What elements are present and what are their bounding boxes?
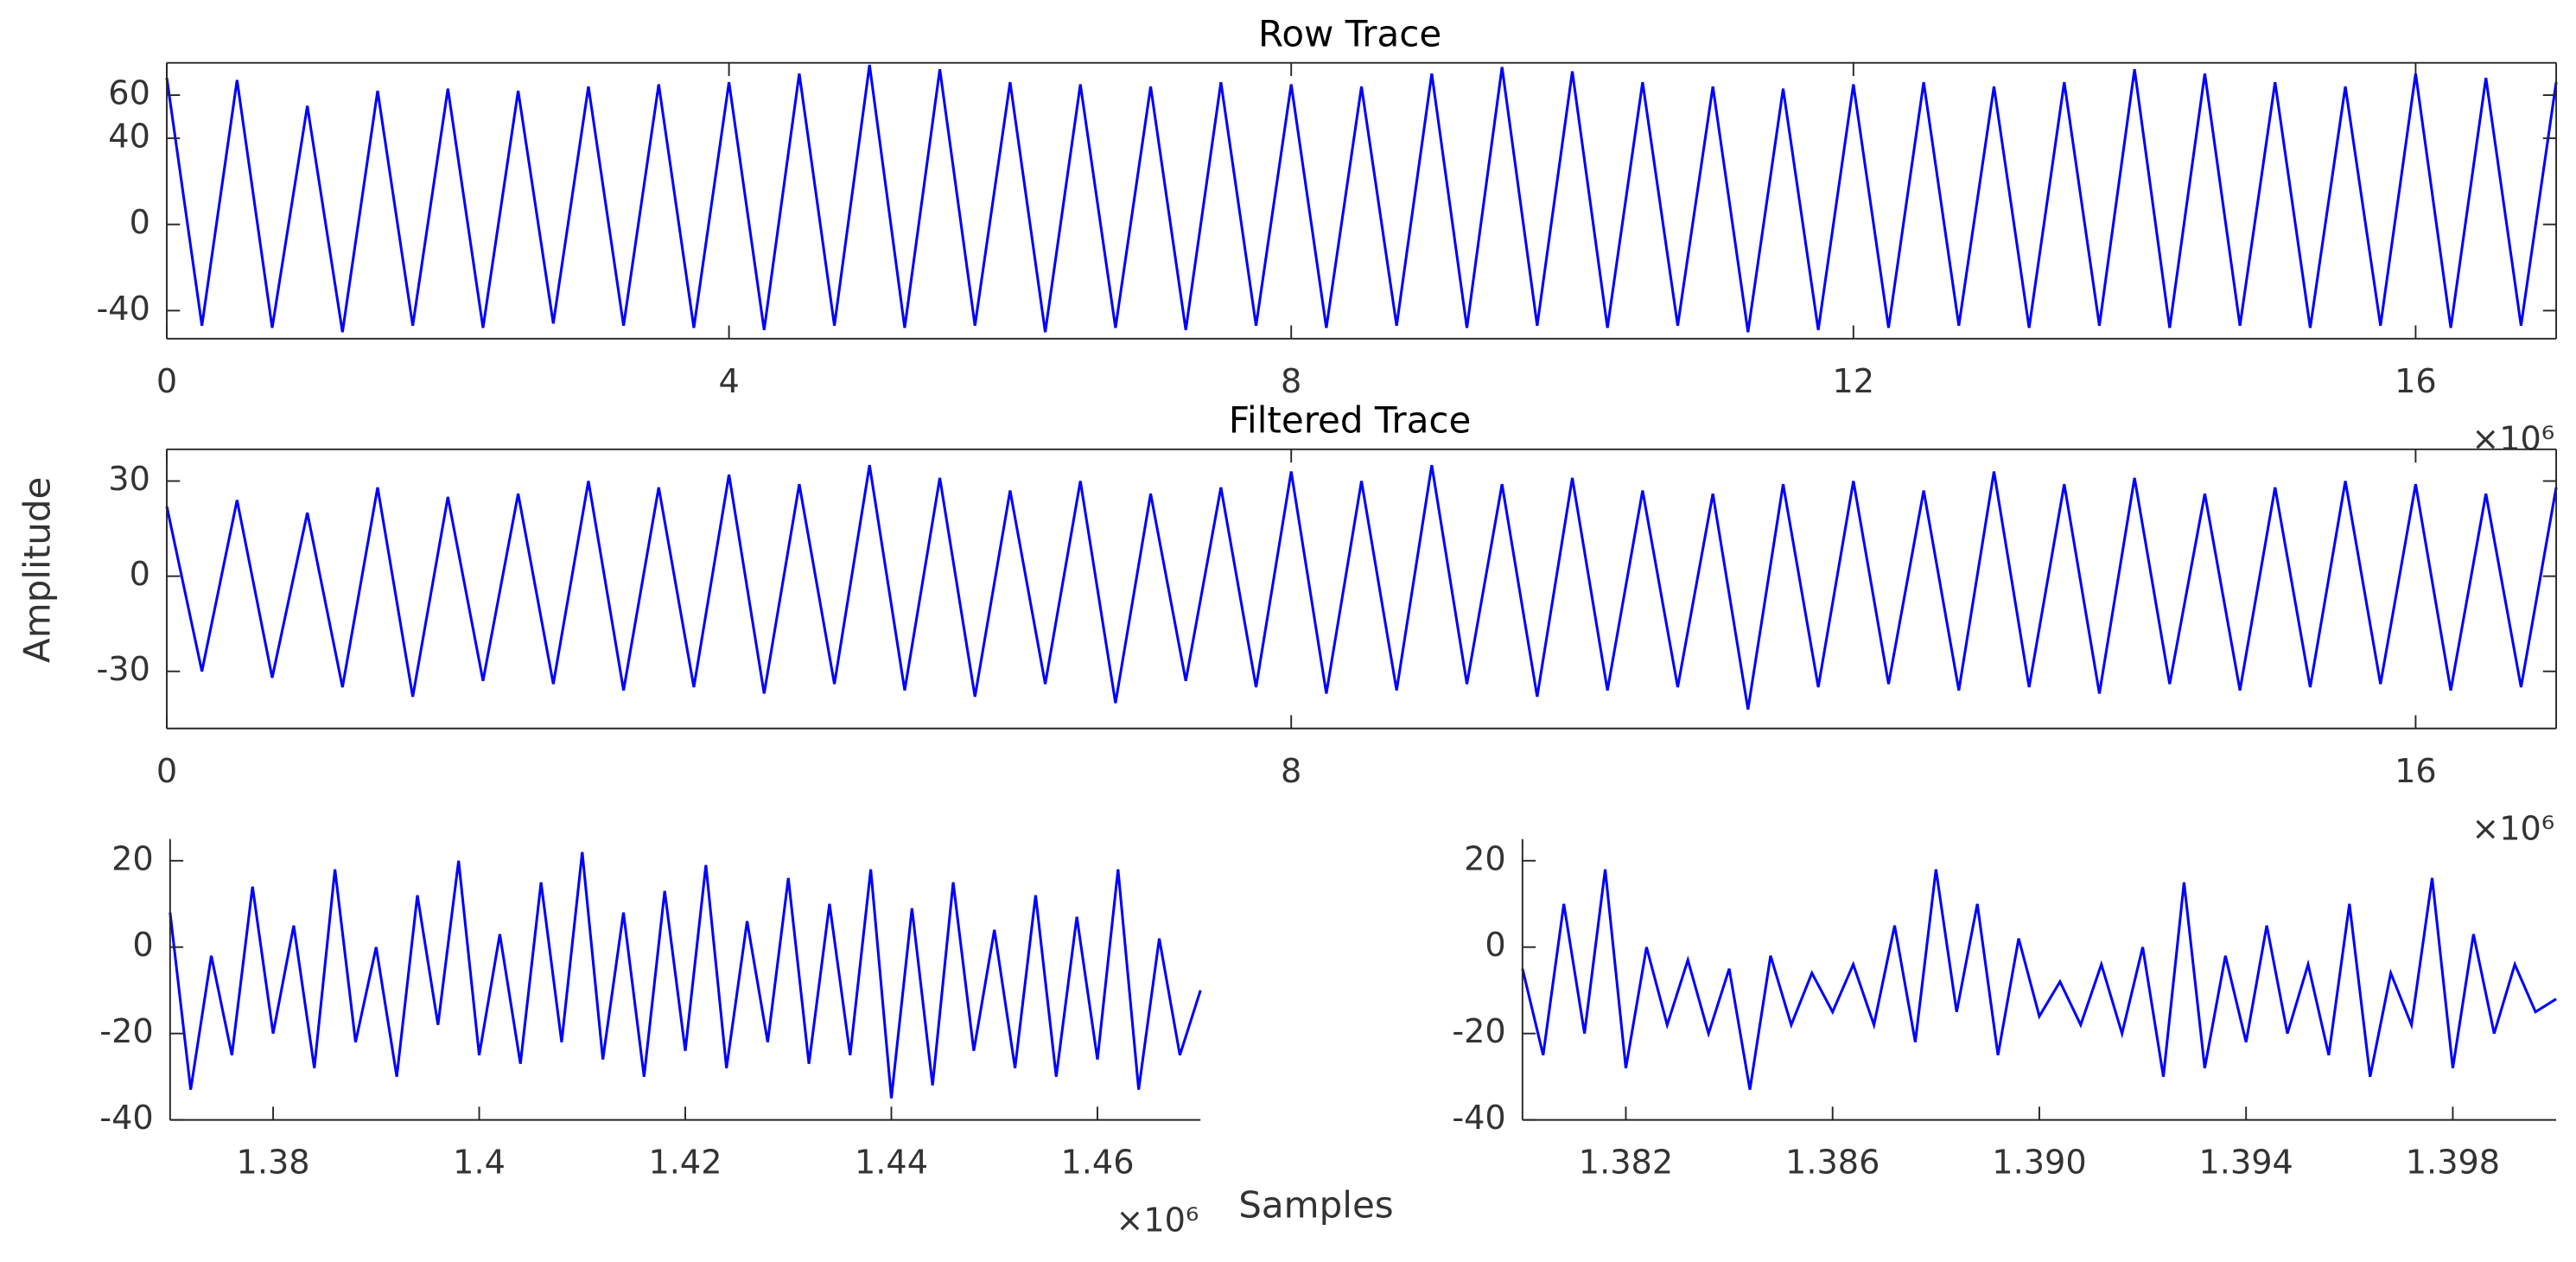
x-tick-label: 0	[156, 753, 177, 791]
x-tick-label: 1.390	[1992, 1144, 2086, 1182]
x-tick-label: 16	[2395, 753, 2437, 791]
y-tick-label: 30	[108, 461, 150, 499]
chart-title: Filtered Trace	[1229, 399, 1471, 442]
y-tick-label: -40	[96, 290, 149, 328]
y-tick-label: -40	[99, 1099, 153, 1138]
y-tick-label: 0	[132, 927, 153, 965]
signal-line	[169, 851, 1202, 1099]
chart-title: Row Trace	[1258, 13, 1441, 55]
y-tick-label: 60	[108, 75, 150, 113]
signal-line	[165, 64, 2558, 333]
y-tick-label: 20	[111, 840, 154, 878]
x-tick-label: 12	[1833, 363, 1875, 401]
x-tick-label: 8	[1281, 753, 1301, 791]
y-axis-label: Amplitude	[16, 477, 58, 663]
x-scale-label: ×10⁶	[2471, 421, 2554, 459]
y-tick-label: -20	[99, 1013, 153, 1051]
y-tick-label: -20	[1452, 1013, 1505, 1051]
y-tick-label: 40	[108, 118, 150, 156]
x-tick-label: 1.394	[2199, 1144, 2293, 1182]
x-tick-label: 1.42	[648, 1144, 722, 1182]
y-tick-label: -40	[1452, 1099, 1505, 1138]
x-tick-label: 4	[718, 363, 739, 401]
x-tick-label: 1.398	[2406, 1144, 2500, 1182]
x-tick-label: 0	[156, 363, 177, 401]
signal-line	[165, 464, 2558, 710]
x-tick-label: 1.4	[453, 1144, 506, 1182]
y-tick-label: 20	[1464, 840, 1506, 878]
x-tick-label: 8	[1281, 363, 1301, 401]
x-tick-label: 1.382	[1579, 1144, 1673, 1182]
y-tick-label: 0	[1485, 927, 1505, 965]
x-tick-label: 1.386	[1785, 1144, 1880, 1182]
y-tick-label: 0	[130, 556, 150, 594]
x-tick-label: 1.38	[237, 1144, 310, 1182]
x-tick-label: 16	[2395, 363, 2437, 401]
x-scale-label: ×10⁶	[2471, 811, 2554, 849]
x-scale-label: ×10⁶	[1116, 1202, 1199, 1240]
x-tick-label: 1.44	[855, 1144, 928, 1182]
y-tick-label: -30	[96, 651, 149, 689]
y-tick-label: 0	[130, 204, 150, 242]
signal-line	[1521, 869, 2557, 1090]
x-axis-label: Samples	[1238, 1183, 1393, 1226]
x-tick-label: 1.46	[1060, 1144, 1134, 1182]
